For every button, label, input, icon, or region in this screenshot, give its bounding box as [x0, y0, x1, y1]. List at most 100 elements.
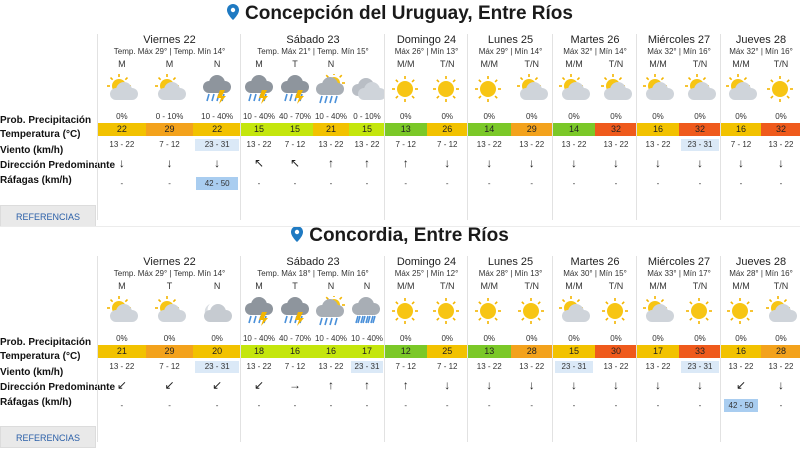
sun-icon: [427, 296, 469, 328]
temp-value: 29: [510, 123, 553, 136]
gust-value: -: [614, 179, 618, 188]
row-label: Prob. Precipitación: [0, 115, 92, 126]
city-title: Concordia, Entre Ríos: [0, 225, 800, 247]
city-name: Concepción del Uruguay, Entre Ríos: [245, 3, 573, 24]
precip-value: 0%: [441, 112, 454, 121]
day-name: Jueves 28: [735, 34, 787, 46]
period-label: M: [165, 59, 174, 69]
precip-value: 0%: [525, 334, 538, 343]
temp-value: 15: [241, 123, 277, 136]
temp-value: 21: [98, 345, 146, 358]
rain-cloud-icon: [349, 296, 385, 328]
period-label: M: [255, 281, 263, 291]
precip-value: 0%: [441, 334, 454, 343]
temp-value: 28: [510, 345, 553, 358]
period-label: M: [255, 59, 263, 69]
gust-value: -: [404, 401, 408, 410]
day-column: Jueves 28 Máx 32° | Mín 16° M/M 0% 16 7 -…: [720, 34, 800, 220]
period-label: M: [118, 59, 126, 69]
temp-value: 17: [349, 345, 385, 358]
wind-direction-icon: ↙: [164, 378, 175, 392]
wind-value: 7 - 12: [437, 140, 458, 149]
temp-value: 14: [468, 123, 511, 136]
wind-direction-icon: ↓: [697, 378, 703, 392]
temp-value: 32: [679, 123, 721, 136]
gust-value: -: [656, 401, 660, 410]
cloud-moon-icon: [193, 296, 241, 328]
row-label: Viento (km/h): [0, 145, 64, 156]
wind-value: 7 - 12: [395, 140, 416, 149]
wind-direction-icon: ↓: [778, 156, 784, 170]
day-temps: Máx 32° | Mín 16°: [647, 47, 711, 56]
day-name: Martes 26: [570, 256, 620, 268]
day-name: Viernes 22: [143, 34, 196, 46]
gust-value: -: [530, 401, 534, 410]
row-label: Viento (km/h): [0, 367, 64, 378]
wind-direction-icon: ↑: [402, 378, 409, 392]
wind-value: 13 - 22: [768, 362, 794, 371]
wind-value: 23 - 31: [351, 361, 383, 373]
period-label: M/M: [397, 59, 415, 69]
wind-value: 7 - 12: [284, 140, 306, 149]
wind-direction-icon: ↙: [735, 378, 747, 392]
precip-value: 10 - 40%: [242, 112, 276, 121]
city-name: Concordia, Entre Ríos: [309, 225, 509, 246]
day-column: Jueves 28 Máx 28° | Mín 16° M/M 0% 16 13 …: [720, 256, 800, 442]
sun-icon: [761, 74, 800, 106]
gust-value: -: [572, 401, 576, 410]
wind-direction-icon: ↓: [486, 378, 493, 392]
gust-value: -: [698, 401, 702, 410]
cloud-sun-icon: [98, 74, 146, 106]
sun-icon: [385, 74, 427, 106]
city-forecast-1: Concordia, Entre Ríos Prob. Precipitación…: [0, 222, 800, 448]
day-temps: Máx 33° | Mín 17°: [647, 269, 711, 278]
wind-direction-icon: ↖: [289, 156, 301, 170]
gust-value: -: [656, 179, 660, 188]
wind-direction-icon: ↙: [212, 378, 223, 392]
wind-value: 13 - 22: [476, 362, 502, 371]
period-label: M/M: [732, 59, 750, 69]
period-label: T/N: [692, 281, 708, 291]
precip-value: 0%: [163, 334, 176, 343]
location-pin-icon: [291, 226, 304, 242]
references-button[interactable]: REFERENCIAS: [0, 426, 96, 448]
row-label: Temperatura (°C): [0, 351, 81, 362]
wind-direction-icon: ↖: [253, 156, 265, 170]
wind-value: 13 - 22: [109, 140, 135, 149]
period-label: T/N: [524, 59, 540, 69]
gust-value: -: [293, 179, 297, 188]
cloud-sun-icon: [721, 74, 761, 106]
gust-value: -: [530, 179, 534, 188]
wind-value: 13 - 22: [318, 140, 344, 149]
precip-value: 0%: [735, 112, 747, 121]
wind-direction-icon: ↑: [328, 156, 334, 170]
day-column: Viernes 22 Temp. Máx 29° | Temp. Mín 14°…: [97, 256, 241, 442]
wind-direction-icon: ↓: [444, 378, 451, 392]
wind-value: 7 - 12: [730, 140, 752, 149]
day-name: Lunes 25: [487, 256, 534, 268]
wind-direction-icon: ↓: [613, 378, 619, 392]
day-name: Miércoles 27: [647, 256, 711, 268]
temp-value: 33: [679, 345, 721, 358]
temp-value: 13: [468, 345, 511, 358]
wind-value: 13 - 22: [246, 140, 272, 149]
cloud-sun-icon: [595, 74, 637, 106]
wind-value: 7 - 12: [159, 140, 180, 149]
period-label: M/M: [480, 59, 499, 69]
period-label: T/N: [608, 59, 624, 69]
temp-value: 15: [553, 345, 595, 358]
wind-value: 13 - 22: [354, 140, 380, 149]
day-temps: Temp. Máx 29° | Temp. Mín 14°: [113, 269, 226, 278]
precip-value: 0%: [568, 334, 580, 343]
period-label: M/M: [565, 281, 583, 291]
rain-sun-icon: [313, 74, 349, 106]
precip-value: 0%: [483, 112, 496, 121]
period-label: N: [363, 281, 371, 291]
wind-value: 23 - 31: [195, 361, 239, 373]
cloud-icon: [349, 74, 385, 106]
temp-value: 12: [385, 345, 427, 358]
day-temps: Máx 28° | Mín 16°: [729, 269, 793, 278]
precip-value: 0%: [694, 334, 706, 343]
wind-direction-icon: ↓: [571, 378, 577, 392]
day-name: Sábado 23: [286, 34, 340, 46]
